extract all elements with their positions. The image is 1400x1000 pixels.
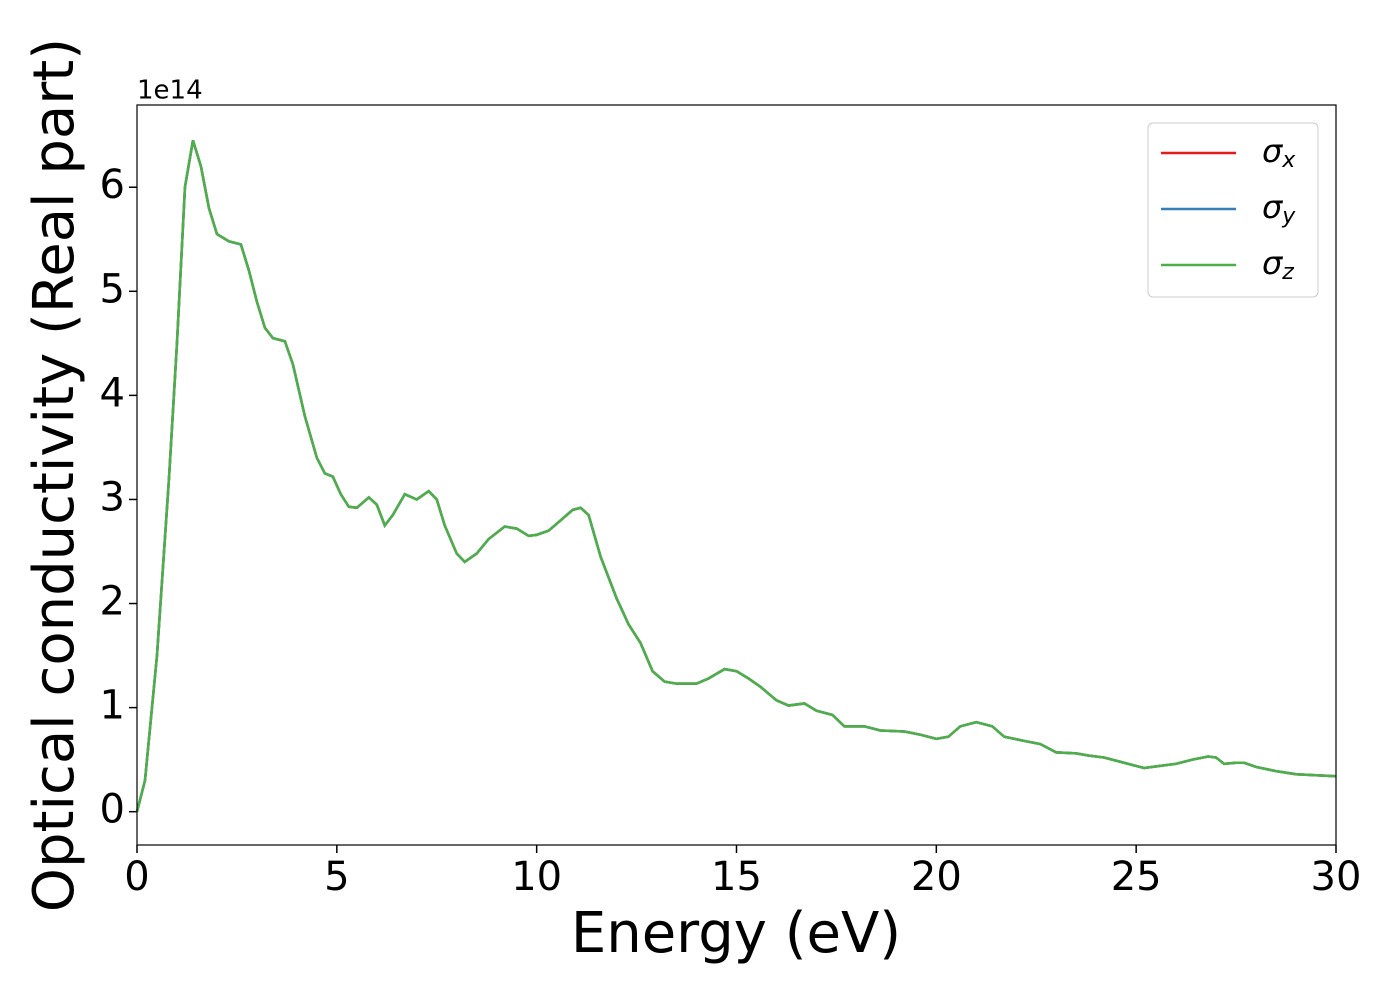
x-tick-label: 10 [511,854,562,900]
x-tick-label: 15 [711,854,762,900]
x-tick-label: 25 [1111,854,1162,900]
y-offset-label: 1e14 [137,76,203,106]
y-axis-label: Optical conductivity (Real part) [22,38,87,912]
y-tick-label: 5 [100,266,125,312]
y-tick-label: 1 [100,683,125,729]
x-tick-label: 30 [1311,854,1362,900]
x-axis-label: Energy (eV) [571,901,901,966]
legend-label: σy [1262,188,1296,229]
y-tick-label: 3 [100,474,125,520]
y-tick-label: 2 [100,579,125,625]
y-tick-label: 6 [100,162,125,208]
legend-label: σz [1262,244,1294,285]
y-tick-label: 4 [100,370,125,416]
series-line [135,140,1337,812]
legend-label: σx [1262,132,1296,173]
x-tick-label: 0 [124,854,149,900]
plot-frame [136,104,1337,846]
y-tick-label: 0 [100,787,125,833]
x-tick-label: 5 [324,854,349,900]
x-tick-label: 20 [911,854,962,900]
